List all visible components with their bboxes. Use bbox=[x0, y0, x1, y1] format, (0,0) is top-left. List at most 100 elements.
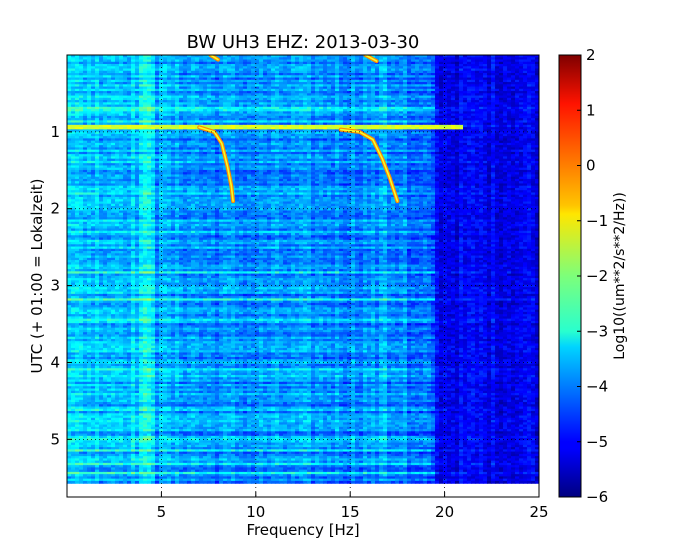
heatmap-cell bbox=[475, 57, 480, 61]
heatmap-cell bbox=[535, 66, 539, 70]
heatmap-cell bbox=[447, 70, 452, 74]
heatmap-cell bbox=[311, 68, 316, 72]
heatmap-cell bbox=[423, 59, 428, 63]
heatmap-cell bbox=[523, 57, 528, 61]
heatmap-cell bbox=[247, 57, 252, 61]
heatmap-cell bbox=[415, 59, 420, 63]
heatmap-cell bbox=[303, 57, 308, 61]
heatmap-cell bbox=[135, 75, 140, 79]
heatmap-cell bbox=[71, 61, 76, 65]
heatmap-cell bbox=[371, 68, 376, 72]
heatmap-cell bbox=[211, 66, 216, 70]
heatmap-cell bbox=[95, 61, 100, 65]
heatmap-cell bbox=[99, 66, 104, 70]
heatmap-cell bbox=[99, 70, 104, 74]
heatmap-cell bbox=[199, 64, 204, 67]
heatmap-cell bbox=[423, 61, 428, 65]
heatmap-cell bbox=[251, 68, 256, 72]
heatmap-cell bbox=[527, 59, 532, 63]
heatmap-cell bbox=[155, 66, 160, 70]
heatmap-cell bbox=[295, 66, 300, 70]
heatmap-cell bbox=[235, 73, 240, 76]
heatmap-cell bbox=[195, 73, 200, 76]
heatmap-cell bbox=[163, 73, 168, 76]
heatmap-cell bbox=[339, 73, 344, 76]
heatmap-cell bbox=[287, 70, 292, 74]
heatmap-cell bbox=[387, 57, 392, 61]
heatmap-cell bbox=[175, 59, 180, 63]
heatmap-cell bbox=[399, 73, 404, 76]
heatmap-cell bbox=[527, 57, 532, 61]
heatmap-cell bbox=[527, 68, 532, 72]
heatmap-cell bbox=[535, 73, 539, 76]
heatmap-cell bbox=[343, 59, 348, 63]
heatmap-cell bbox=[483, 55, 488, 58]
heatmap-cell bbox=[407, 66, 412, 70]
heatmap-cell bbox=[291, 64, 296, 67]
heatmap-cell bbox=[131, 75, 136, 79]
heatmap-cell bbox=[159, 73, 164, 76]
heatmap-cell bbox=[511, 59, 516, 63]
heatmap-cell bbox=[211, 59, 216, 63]
heatmap-cell bbox=[175, 64, 180, 67]
heatmap-cell bbox=[387, 59, 392, 63]
heatmap-cell bbox=[139, 70, 144, 74]
heatmap-cell bbox=[443, 70, 448, 74]
heatmap-cell bbox=[183, 73, 188, 76]
heatmap-cell bbox=[323, 70, 328, 74]
heatmap-cell bbox=[215, 55, 220, 58]
heatmap-cell bbox=[119, 59, 124, 63]
heatmap-cell bbox=[375, 66, 380, 70]
heatmap-cell bbox=[179, 64, 184, 67]
heatmap-cell bbox=[199, 57, 204, 61]
heatmap-cell bbox=[247, 59, 252, 63]
heatmap-cell bbox=[483, 66, 488, 70]
heatmap-cell bbox=[207, 59, 212, 63]
heatmap-cell bbox=[479, 70, 484, 74]
heatmap-cell bbox=[227, 73, 232, 76]
heatmap-cell bbox=[343, 66, 348, 70]
heatmap-cell bbox=[383, 66, 388, 70]
heatmap-cell bbox=[323, 59, 328, 63]
heatmap-cell bbox=[151, 66, 156, 70]
heatmap-cell bbox=[127, 64, 132, 67]
heatmap-cell bbox=[471, 55, 476, 58]
heatmap-cell bbox=[187, 68, 192, 72]
heatmap-cell bbox=[299, 68, 304, 72]
heatmap-cell bbox=[363, 68, 368, 72]
heatmap-cell bbox=[187, 64, 192, 67]
heatmap-cell bbox=[171, 59, 176, 63]
heatmap-cell bbox=[371, 66, 376, 70]
heatmap-cell bbox=[127, 75, 132, 79]
heatmap-cell bbox=[491, 66, 496, 70]
heatmap-cell bbox=[223, 68, 228, 72]
heatmap-cell bbox=[407, 55, 412, 58]
heatmap-cell bbox=[443, 59, 448, 63]
heatmap-cell bbox=[99, 68, 104, 72]
heatmap-cell bbox=[331, 64, 336, 67]
heatmap-cell bbox=[71, 73, 76, 76]
heatmap-cell bbox=[87, 61, 92, 65]
heatmap-cell bbox=[295, 64, 300, 67]
heatmap-cell bbox=[519, 55, 524, 58]
heatmap-cell bbox=[247, 73, 252, 76]
heatmap-cell bbox=[339, 61, 344, 65]
heatmap-cell bbox=[515, 57, 520, 61]
heatmap-cell bbox=[287, 61, 292, 65]
heatmap-cell bbox=[507, 64, 512, 67]
heatmap-cell bbox=[179, 73, 184, 76]
heatmap-cell bbox=[91, 66, 96, 70]
heatmap-cell bbox=[171, 64, 176, 67]
heatmap-cell bbox=[391, 57, 396, 61]
heatmap-cell bbox=[347, 68, 352, 72]
heatmap-cell bbox=[307, 70, 312, 74]
heatmap-cell bbox=[307, 59, 312, 63]
heatmap-cell bbox=[395, 55, 400, 58]
heatmap-cell bbox=[199, 55, 204, 58]
heatmap-cell bbox=[171, 55, 176, 58]
heatmap-cell bbox=[407, 73, 412, 76]
heatmap-cell bbox=[455, 61, 460, 65]
heatmap-cell bbox=[187, 73, 192, 76]
heatmap-cell bbox=[123, 75, 128, 79]
heatmap-cell bbox=[451, 64, 456, 67]
